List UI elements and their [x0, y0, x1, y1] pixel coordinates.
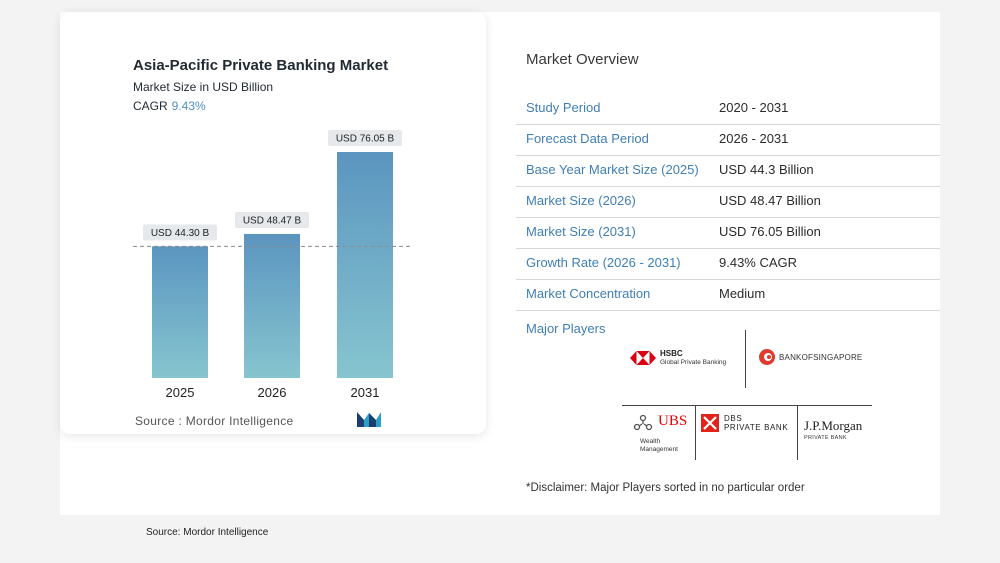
overview-title: Market Overview: [526, 51, 639, 68]
overview-value: 2020 - 2031: [719, 100, 789, 115]
overview-value: 9.43% CAGR: [719, 255, 798, 270]
jpm-name: J.P.Morgan: [804, 418, 863, 433]
overview-key: Forecast Data Period: [526, 131, 649, 146]
hsbc-tagline: Global Private Banking: [660, 359, 727, 366]
chart-subtitle: Market Size in USD Billion: [133, 80, 274, 94]
bar-2031: [337, 152, 393, 378]
overview-row: Market Size (2031) USD 76.05 Billion: [516, 217, 940, 249]
ubs-keys-icon: [633, 414, 653, 431]
data-label: USD 48.47 B: [243, 215, 302, 226]
overview-row: Market Size (2026) USD 48.47 Billion: [516, 186, 940, 218]
x-tick-label: 2025: [166, 385, 195, 400]
x-tick-label: 2031: [351, 385, 380, 400]
cagr-value: 9.43%: [171, 99, 206, 113]
cagr-label: CAGR: [133, 99, 168, 113]
ubs-name: UBS: [658, 413, 688, 429]
bank-of-singapore-logo: BANKOFSINGAPORE: [758, 348, 862, 366]
mordor-logo-icon: [356, 410, 382, 433]
source-caption: Source: Mordor Intelligence: [146, 527, 269, 538]
x-tick-label: 2026: [258, 385, 287, 400]
bos-swirl-icon: [759, 349, 775, 365]
ubs-tagline: Wealth Management: [640, 438, 678, 454]
overview-key: Market Size (2031): [526, 224, 636, 239]
dbs-name: DBS: [724, 414, 743, 423]
overview-key: Market Concentration: [526, 286, 651, 301]
overview-key: Study Period: [526, 100, 601, 115]
overview-row: Growth Rate (2026 - 2031) 9.43% CAGR: [516, 248, 940, 280]
overview-value: USD 76.05 Billion: [719, 224, 821, 239]
player-divider: [622, 405, 872, 406]
data-label-bg: [143, 224, 217, 241]
jpm-tagline: PRIVATE BANK: [804, 435, 847, 441]
overview-row: Forecast Data Period 2026 - 2031: [516, 124, 940, 156]
hsbc-logo: HSBC Global Private Banking: [630, 349, 726, 367]
overview-row: Study Period 2020 - 2031: [516, 93, 940, 125]
overview-row: Market Concentration Medium: [516, 279, 940, 311]
dbs-star-icon: [701, 414, 719, 432]
player-divider: [797, 405, 798, 460]
bos-name: BANKOFSINGAPORE: [779, 352, 863, 362]
chart-source: Source : Mordor Intelligence: [135, 414, 294, 428]
hsbc-hexagon-icon: [630, 351, 656, 365]
overview-key: Base Year Market Size (2025): [526, 162, 699, 177]
ubs-tagline-2: Management: [640, 446, 678, 453]
overview-value: USD 44.3 Billion: [719, 162, 814, 177]
overview-key: Market Size (2026): [526, 193, 636, 208]
overview-row: Base Year Market Size (2025) USD 44.3 Bil…: [516, 155, 940, 187]
major-players-label: Major Players: [526, 321, 606, 336]
data-label-bg: [328, 130, 402, 146]
player-divider: [695, 405, 696, 460]
bar-2025: [152, 246, 208, 378]
dbs-logo: DBS PRIVATE BANK: [701, 414, 788, 432]
ubs-tagline-1: Wealth: [640, 438, 661, 445]
hsbc-name: HSBC: [660, 349, 683, 358]
disclaimer: *Disclaimer: Major Players sorted in no …: [526, 482, 805, 494]
overview-value: USD 48.47 Billion: [719, 193, 821, 208]
chart-title: Asia-Pacific Private Banking Market: [133, 57, 389, 74]
dbs-private-bank: PRIVATE BANK: [724, 423, 789, 432]
bar-2026: [244, 233, 300, 378]
ubs-logo: UBS: [632, 413, 687, 435]
jpmorgan-logo: J.P.Morgan PRIVATE BANK: [804, 418, 863, 444]
overview-key: Growth Rate (2026 - 2031): [526, 255, 681, 270]
overview-value: Medium: [719, 286, 766, 301]
player-divider: [745, 330, 746, 388]
chart-cagr: CAGR 9.43%: [133, 99, 206, 113]
data-label: USD 44.30 B: [151, 228, 210, 239]
data-label-bg: [235, 211, 309, 228]
overview-value: 2026 - 2031: [719, 131, 789, 146]
data-label: USD 76.05 B: [336, 134, 395, 145]
